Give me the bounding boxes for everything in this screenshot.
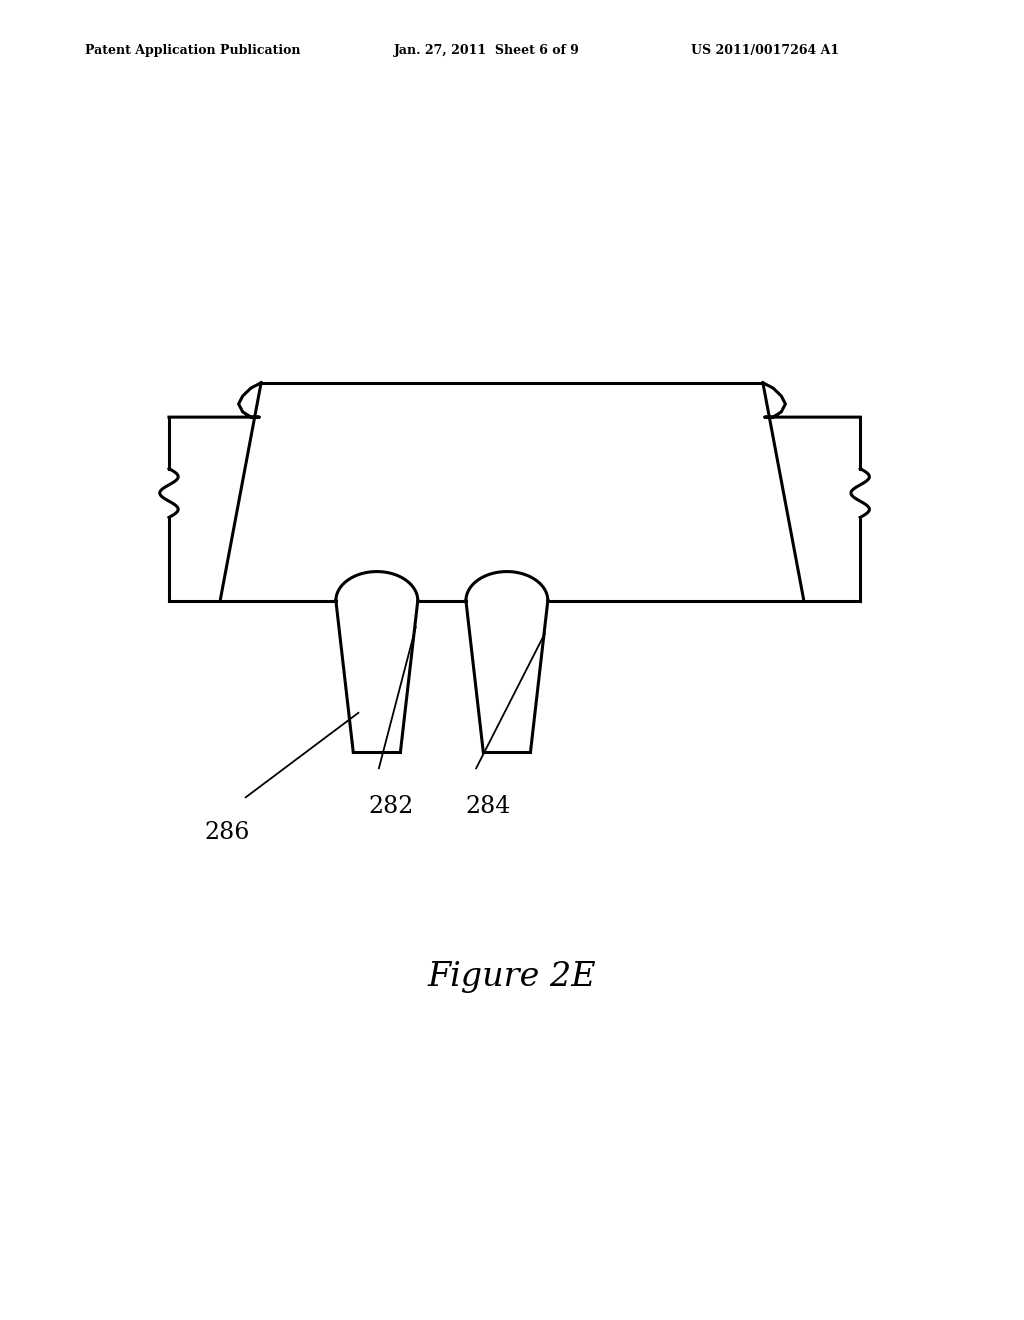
Text: 286: 286 [205, 821, 250, 843]
Text: Figure 2E: Figure 2E [428, 961, 596, 993]
Text: 282: 282 [369, 795, 414, 817]
Text: 284: 284 [466, 795, 511, 817]
Text: Jan. 27, 2011  Sheet 6 of 9: Jan. 27, 2011 Sheet 6 of 9 [394, 44, 581, 57]
Text: Patent Application Publication: Patent Application Publication [85, 44, 300, 57]
Text: US 2011/0017264 A1: US 2011/0017264 A1 [691, 44, 840, 57]
